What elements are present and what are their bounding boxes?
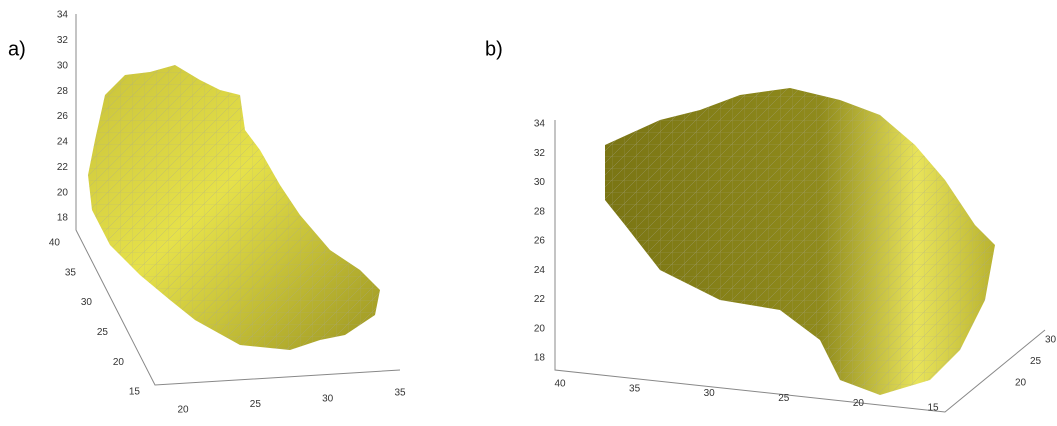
z-tick-label: 26 [57, 111, 69, 122]
z-tick-label: 26 [534, 236, 546, 247]
z-tick-label: 28 [57, 86, 69, 97]
y-tick-label: 25 [1030, 356, 1042, 367]
z-tick-label: 30 [57, 60, 69, 71]
z-tick-label: 32 [57, 35, 69, 46]
z-tick-label: 34 [57, 10, 69, 21]
y-tick-label: 15 [129, 387, 141, 398]
z-tick-label: 28 [534, 206, 546, 217]
x-tick-label: 30 [704, 388, 716, 399]
x-tick-label: 25 [250, 399, 262, 410]
y-tick-label: 20 [113, 357, 125, 368]
z-tick-label: 22 [534, 294, 546, 305]
y-tick-label: 30 [1045, 335, 1057, 346]
x-tick-label: 40 [554, 379, 566, 390]
z-tick-label: 24 [57, 137, 69, 148]
figure: a) b) 3432302826242220182025303540353025… [0, 0, 1057, 421]
x-tick-label: 20 [853, 398, 865, 409]
x-tick-label: 20 [177, 405, 189, 416]
panel-b: b) [485, 38, 1045, 412]
panel-label: b) [485, 38, 503, 60]
z-tick-label: 20 [534, 323, 546, 334]
x-tick-label: 35 [394, 388, 406, 399]
mesh-grid [88, 65, 380, 350]
z-tick-label: 18 [534, 353, 546, 364]
z-tick-label: 22 [57, 162, 69, 173]
z-tick-label: 24 [534, 265, 546, 276]
panel-label: a) [8, 38, 26, 60]
z-tick-label: 32 [534, 148, 546, 159]
x-tick-label: 25 [778, 393, 790, 404]
z-tick-label: 30 [534, 177, 546, 188]
mesh-grid [605, 88, 995, 395]
z-tick-label: 34 [534, 119, 546, 130]
z-tick-label: 18 [57, 213, 69, 224]
y-tick-label: 20 [1015, 378, 1027, 389]
y-tick-label: 30 [81, 297, 93, 308]
y-tick-label: 40 [49, 238, 61, 249]
y-tick-label: 35 [65, 267, 77, 278]
x-tick-label: 30 [322, 393, 334, 404]
x-tick-label: 15 [927, 403, 939, 414]
x-tick-label: 35 [629, 383, 641, 394]
y-tick-label: 25 [97, 327, 109, 338]
z-tick-label: 20 [57, 187, 69, 198]
